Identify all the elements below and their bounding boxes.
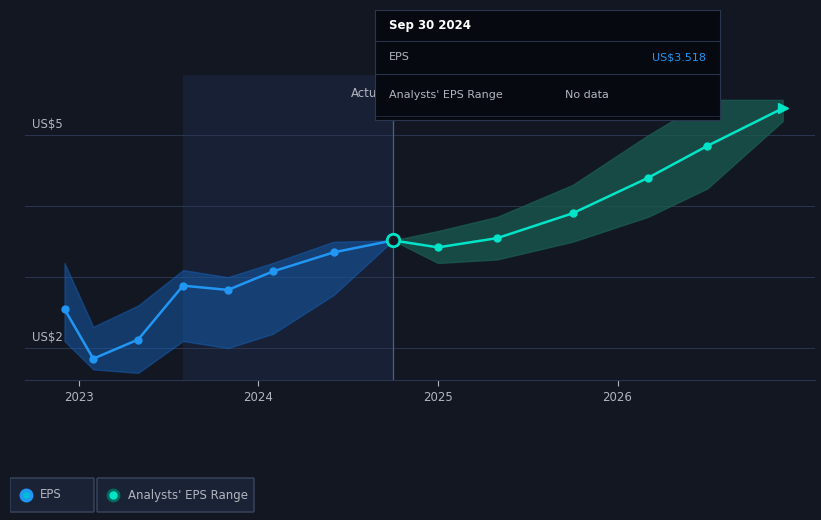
Text: Actual: Actual bbox=[351, 87, 388, 100]
Text: US$5: US$5 bbox=[32, 118, 63, 131]
FancyBboxPatch shape bbox=[10, 478, 94, 512]
FancyBboxPatch shape bbox=[97, 478, 254, 512]
Text: EPS: EPS bbox=[40, 488, 62, 501]
Text: US$2: US$2 bbox=[32, 331, 63, 344]
Text: EPS: EPS bbox=[389, 53, 410, 62]
Text: Sep 30 2024: Sep 30 2024 bbox=[389, 19, 470, 32]
Bar bbox=[183, 75, 393, 380]
Text: Analysts' EPS Range: Analysts' EPS Range bbox=[389, 89, 502, 100]
Text: US$3.518: US$3.518 bbox=[652, 53, 706, 62]
Text: Analysts Forecasts: Analysts Forecasts bbox=[402, 87, 512, 100]
Text: No data: No data bbox=[565, 89, 608, 100]
Text: Analysts' EPS Range: Analysts' EPS Range bbox=[128, 488, 248, 501]
